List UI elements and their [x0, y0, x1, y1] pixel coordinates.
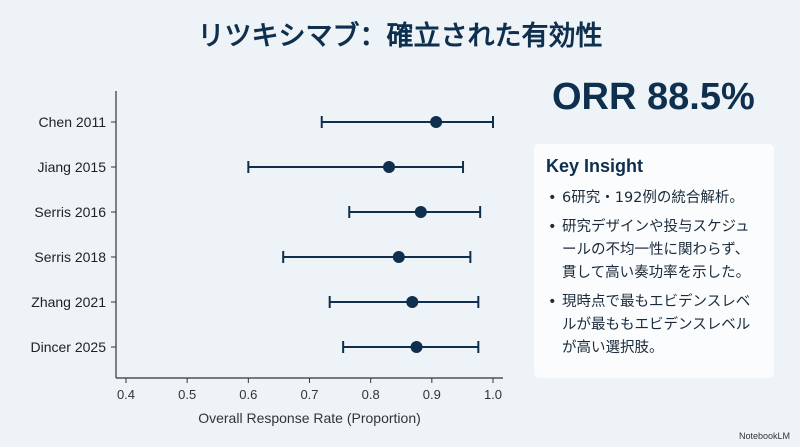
study-label: Zhang 2021	[31, 294, 106, 310]
insight-bullet: 6研究・192例の統合解析。	[546, 187, 762, 210]
forest-plot: 0.4 0.5 0.6 0.7 0.8 0.9 1.0 Overall Response Ra…	[31, 91, 503, 426]
point-estimate	[410, 341, 423, 353]
point-estimate	[414, 206, 427, 218]
point-estimate	[392, 251, 405, 263]
study-label: Jiang 2015	[37, 159, 106, 175]
x-tick-label: 0.5	[178, 387, 196, 402]
x-tick-label: 0.9	[423, 387, 441, 402]
study-label: Chen 2011	[39, 114, 107, 130]
study-label: Dincer 2025	[31, 339, 107, 355]
x-tick-label: 1.0	[484, 387, 502, 402]
x-tick-label: 0.4	[117, 387, 135, 402]
x-tick-label: 0.6	[239, 387, 257, 402]
point-estimate	[383, 161, 396, 173]
x-tick-label: 0.7	[300, 387, 318, 402]
x-axis-label: Overall Response Rate (Proportion)	[198, 410, 421, 426]
insight-bullet: 現時点で最もエビデンスレベルが最ももエビデンスレベルが高い選択肢。	[546, 291, 762, 360]
x-tick-label: 0.8	[362, 387, 380, 402]
study-label: Serris 2016	[34, 204, 106, 220]
orr-metric: ORR 88.5%	[552, 76, 755, 118]
point-estimate	[406, 296, 419, 308]
key-insight-heading: Key Insight	[546, 156, 644, 176]
insight-list: 6研究・192例の統合解析。 研究デザインや投与スケジュールの不均一性に関わらず…	[546, 187, 762, 360]
page-title: リツキシマブ：確立された有効性	[197, 21, 603, 52]
point-estimate	[430, 116, 443, 128]
notebooklm-logo: NotebookLM	[738, 431, 790, 441]
study-label: Serris 2018	[34, 249, 106, 265]
key-insight-card: Key Insight 6研究・192例の統合解析。 研究デザインや投与スケジュ…	[534, 144, 774, 378]
insight-bullet: 研究デザインや投与スケジュールの不均一性に関わらず、貫して高い奏功率を示した。	[546, 216, 762, 285]
